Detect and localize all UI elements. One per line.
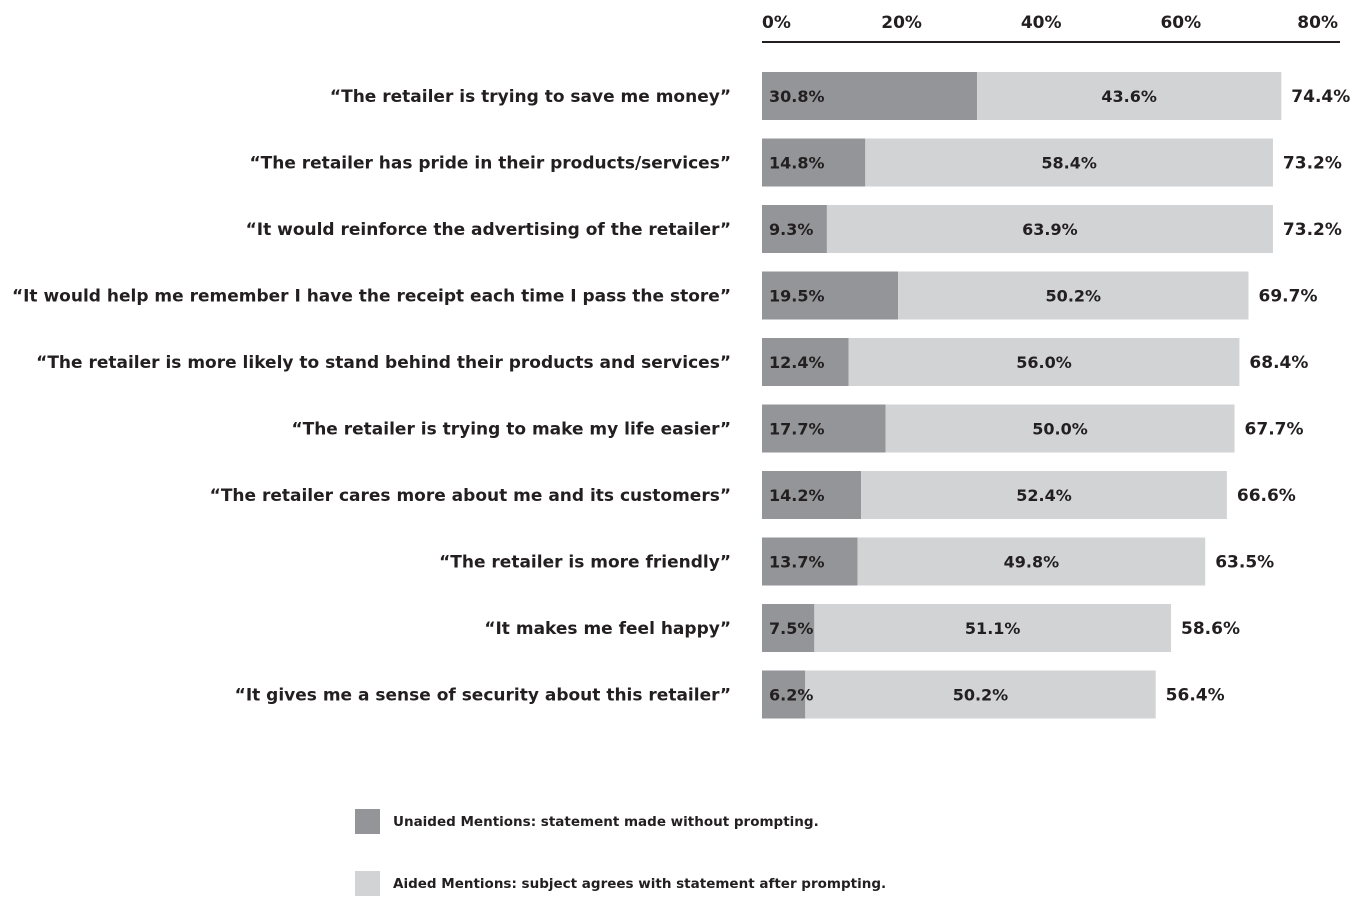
- bar-aided: [976, 72, 1282, 120]
- bars-group: 30.8% 43.6% 74.4% 14.8% 58.4% 73.2% 9.3% 63.9% 7…: [762, 72, 1350, 719]
- category-label: “It gives me a sense of security about t…: [235, 686, 731, 706]
- data-label-total: 66.6%: [1237, 486, 1296, 506]
- category-label: “The retailer is trying to save me money…: [330, 87, 731, 107]
- data-label-total: 69.7%: [1259, 287, 1318, 307]
- category-label: “The retailer is more friendly”: [439, 553, 731, 573]
- data-label-total: 63.5%: [1215, 553, 1274, 573]
- data-label-aided: 43.6%: [1101, 87, 1157, 106]
- data-label-aided: 58.4%: [1041, 154, 1097, 173]
- bar-aided: [885, 404, 1235, 453]
- bar-unaided: [762, 404, 886, 453]
- category-label: “It would help me remember I have the re…: [12, 287, 731, 307]
- category-label: “The retailer is trying to make my life …: [291, 420, 731, 440]
- category-labels: “The retailer is trying to save me money…: [12, 87, 731, 706]
- x-axis: 0% 20% 40% 60% 80%: [762, 13, 1340, 43]
- data-label-aided: 56.0%: [1016, 353, 1072, 372]
- data-label-aided: 50.0%: [1032, 420, 1088, 439]
- data-label-total: 73.2%: [1283, 220, 1342, 240]
- bar-aided: [898, 271, 1249, 320]
- data-label-aided: 49.8%: [1004, 553, 1060, 572]
- bar-unaided: [762, 338, 849, 386]
- category-label: “It would reinforce the advertising of t…: [246, 220, 731, 240]
- data-label-total: 67.7%: [1245, 420, 1304, 440]
- bar-aided: [826, 205, 1273, 253]
- data-label-total: 58.6%: [1181, 619, 1240, 639]
- data-label-aided: 51.1%: [965, 619, 1021, 638]
- data-label-unaided: 6.2%: [769, 686, 813, 705]
- data-label-unaided: 14.2%: [769, 486, 825, 505]
- data-label-unaided: 14.8%: [769, 154, 825, 173]
- data-label-total: 73.2%: [1283, 154, 1342, 174]
- data-label-unaided: 12.4%: [769, 353, 825, 372]
- bar-aided: [865, 138, 1273, 187]
- data-label-total: 74.4%: [1291, 87, 1350, 107]
- data-label-aided: 50.2%: [1046, 287, 1102, 306]
- x-tick-label: 0%: [762, 13, 791, 33]
- data-label-unaided: 7.5%: [769, 619, 813, 638]
- bar-aided: [857, 537, 1206, 586]
- category-label: “The retailer is more likely to stand be…: [36, 353, 731, 373]
- bar-unaided: [762, 604, 815, 652]
- data-label-unaided: 19.5%: [769, 287, 825, 306]
- bar-unaided: [762, 471, 862, 519]
- data-label-unaided: 13.7%: [769, 553, 825, 572]
- data-label-total: 56.4%: [1166, 686, 1225, 706]
- data-label-unaided: 30.8%: [769, 87, 825, 106]
- data-label-total: 68.4%: [1249, 353, 1308, 373]
- data-label-aided: 63.9%: [1022, 220, 1078, 239]
- data-label-unaided: 9.3%: [769, 220, 813, 239]
- x-tick-label: 80%: [1297, 13, 1338, 33]
- legend-swatch-aided: [355, 871, 380, 896]
- x-tick-label: 40%: [1021, 13, 1062, 33]
- legend-label-unaided: Unaided Mentions: statement made without…: [393, 814, 819, 830]
- x-tick-label: 60%: [1160, 13, 1201, 33]
- bar-aided: [861, 471, 1227, 519]
- bar-unaided: [762, 271, 899, 320]
- bar-unaided: [762, 205, 827, 253]
- data-label-aided: 52.4%: [1016, 486, 1072, 505]
- bar-aided: [814, 604, 1172, 652]
- legend-label-aided: Aided Mentions: subject agrees with stat…: [393, 876, 887, 892]
- data-label-aided: 50.2%: [953, 686, 1009, 705]
- data-label-unaided: 17.7%: [769, 420, 825, 439]
- bar-aided: [848, 338, 1240, 386]
- category-label: “The retailer cares more about me and it…: [210, 486, 731, 506]
- bar-aided: [805, 670, 1156, 719]
- bar-unaided: [762, 72, 977, 120]
- category-label: “The retailer has pride in their product…: [249, 154, 731, 174]
- x-tick-label: 20%: [881, 13, 922, 33]
- category-label: “It makes me feel happy”: [484, 619, 731, 639]
- bar-unaided: [762, 670, 806, 719]
- legend-swatch-unaided: [355, 809, 380, 834]
- bar-unaided: [762, 138, 866, 187]
- bar-unaided: [762, 537, 858, 586]
